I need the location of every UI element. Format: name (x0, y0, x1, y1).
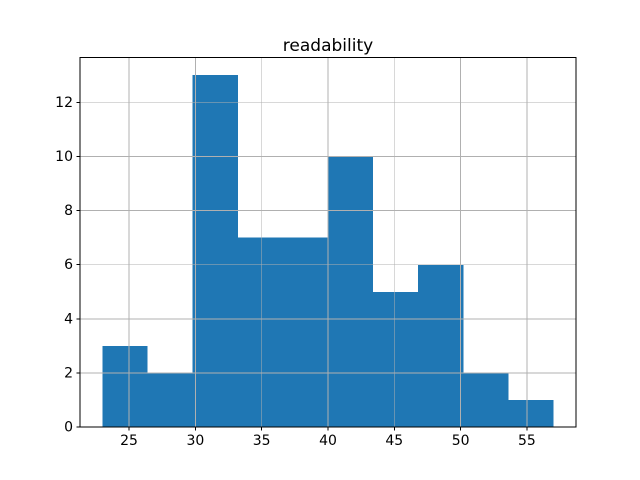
histogram-bar (282, 237, 328, 428)
x-tick-label: 45 (385, 433, 403, 449)
y-tick-label: 4 (64, 311, 73, 327)
y-tick-label: 0 (64, 420, 73, 436)
histogram-bar (147, 373, 193, 428)
histogram-bar (418, 264, 464, 428)
histogram-bar (192, 75, 238, 428)
x-tick-label: 35 (253, 433, 271, 449)
histogram-bar (328, 156, 374, 428)
histogram-bar (102, 345, 148, 428)
x-tick-label: 55 (518, 433, 536, 449)
y-tick-label: 10 (55, 149, 73, 165)
y-tick-label: 2 (64, 366, 73, 382)
x-tick-label: 40 (319, 433, 337, 449)
y-tick-label: 12 (55, 95, 73, 111)
histogram-bar (508, 400, 554, 428)
histogram-bar (237, 237, 283, 428)
x-tick-label: 50 (452, 433, 470, 449)
histogram-bar (463, 373, 509, 428)
histogram-bar (373, 291, 419, 428)
y-tick-label: 6 (64, 257, 73, 273)
x-tick-label: 25 (120, 433, 138, 449)
x-tick-label: 30 (186, 433, 204, 449)
chart-title: readability (283, 36, 373, 56)
y-tick-label: 8 (64, 203, 73, 219)
